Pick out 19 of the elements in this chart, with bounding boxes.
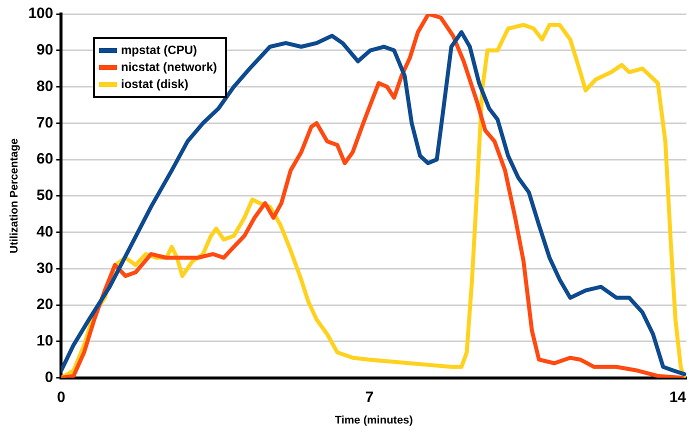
legend-label: iostat (disk) bbox=[121, 76, 188, 93]
y-tick-label: 40 bbox=[36, 223, 54, 240]
y-tick-label: 80 bbox=[36, 78, 54, 95]
y-tick-label: 50 bbox=[36, 187, 54, 204]
y-tick-label: 70 bbox=[36, 114, 54, 132]
y-tick-label: 10 bbox=[36, 332, 54, 350]
legend-label: nicstat (network) bbox=[121, 59, 218, 76]
y-tick-label: 100 bbox=[28, 5, 54, 22]
x-tick-label: 0 bbox=[57, 388, 66, 406]
y-tick-label: 0 bbox=[44, 368, 54, 386]
legend-label: mpstat (CPU) bbox=[121, 42, 198, 59]
y-tick-label: 90 bbox=[36, 42, 54, 59]
y-tick-label: 30 bbox=[36, 260, 54, 277]
x-axis-title: Time (minutes) bbox=[334, 414, 414, 426]
x-tick-label: 14 bbox=[669, 388, 687, 406]
x-tick-label: 7 bbox=[365, 388, 374, 406]
y-tick-label: 20 bbox=[36, 296, 54, 314]
y-tick-label: 60 bbox=[36, 150, 54, 168]
y-axis-title: Utilization Percentage bbox=[8, 138, 21, 254]
